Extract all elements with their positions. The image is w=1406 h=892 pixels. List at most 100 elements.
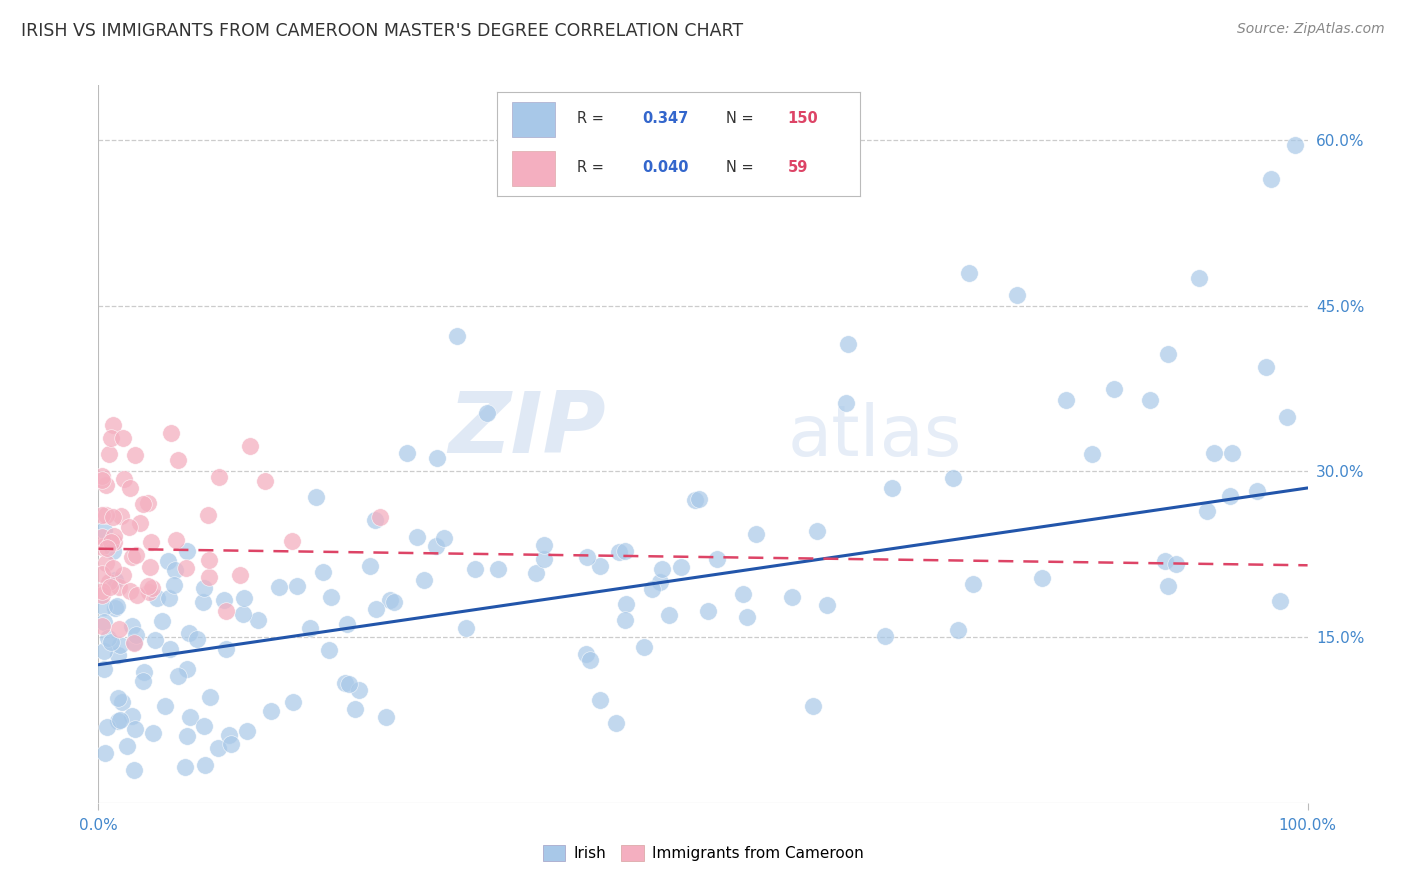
Point — [669, 560, 692, 574]
Point — [344, 702, 367, 716]
Point — [176, 544, 198, 558]
Point — [948, 623, 970, 637]
Point — [141, 581, 163, 595]
Point — [129, 516, 152, 530]
Point — [98, 580, 121, 594]
Point — [589, 558, 612, 573]
Point — [1270, 594, 1292, 608]
Point — [382, 595, 405, 609]
Point — [806, 524, 828, 538]
Point — [104, 574, 127, 588]
Point — [607, 544, 630, 558]
Point — [873, 629, 896, 643]
Point — [121, 709, 143, 723]
Point — [1081, 446, 1104, 460]
Point — [96, 541, 118, 555]
Point — [93, 662, 115, 676]
Point — [364, 602, 387, 616]
Point — [433, 532, 456, 546]
Point — [197, 570, 219, 584]
Point — [475, 406, 498, 420]
Point — [837, 337, 859, 351]
Point — [194, 757, 217, 772]
Point — [1220, 446, 1243, 460]
Point — [94, 746, 117, 760]
Point — [1204, 446, 1226, 460]
Point — [1031, 571, 1053, 585]
Point — [167, 669, 190, 683]
Point — [91, 508, 114, 523]
Point — [97, 447, 120, 461]
Point — [142, 726, 165, 740]
Point — [103, 561, 125, 575]
Point — [174, 760, 197, 774]
Point — [207, 741, 229, 756]
Point — [93, 643, 115, 657]
Point — [105, 599, 128, 613]
Point — [167, 453, 190, 467]
Point — [111, 568, 134, 582]
Point — [413, 573, 436, 587]
Point — [108, 638, 131, 652]
Point — [1256, 360, 1278, 375]
Point — [198, 690, 221, 705]
Point — [212, 592, 235, 607]
Point — [247, 613, 270, 627]
Point — [124, 635, 146, 649]
Point — [363, 513, 385, 527]
Point — [319, 590, 342, 604]
Point — [150, 615, 173, 629]
Point — [456, 621, 478, 635]
Point — [132, 498, 155, 512]
Point — [193, 595, 215, 609]
Point — [94, 477, 117, 491]
Point — [143, 632, 166, 647]
Point — [336, 617, 359, 632]
Point — [110, 509, 132, 524]
Point — [136, 496, 159, 510]
Point — [633, 640, 655, 654]
Point — [486, 562, 509, 576]
Point — [215, 641, 238, 656]
Point — [111, 431, 134, 445]
Point — [176, 729, 198, 743]
Point — [305, 490, 328, 504]
Point — [136, 579, 159, 593]
Point — [108, 713, 131, 727]
Point — [337, 676, 360, 690]
Point — [159, 591, 181, 605]
Point — [141, 535, 163, 549]
Point — [177, 625, 200, 640]
Point — [641, 582, 664, 596]
Point — [1260, 171, 1282, 186]
Point — [233, 591, 256, 606]
Point — [108, 622, 131, 636]
Point — [312, 566, 335, 580]
Point — [107, 714, 129, 728]
Point — [1007, 287, 1029, 301]
Point — [100, 535, 122, 549]
Point — [962, 576, 984, 591]
Point — [138, 584, 160, 599]
Point — [575, 647, 598, 661]
Point — [696, 603, 718, 617]
Legend: Irish, Immigrants from Cameroon: Irish, Immigrants from Cameroon — [537, 838, 869, 867]
Point — [835, 396, 858, 410]
Point — [733, 587, 755, 601]
Point — [605, 716, 627, 731]
Point — [744, 527, 766, 541]
Point — [318, 643, 340, 657]
Point — [236, 724, 259, 739]
Point — [208, 470, 231, 484]
Point — [685, 492, 707, 507]
Point — [132, 665, 155, 679]
Point — [254, 475, 277, 489]
Point — [176, 663, 198, 677]
Point — [658, 608, 681, 623]
Point — [576, 549, 599, 564]
Point — [880, 481, 903, 495]
Point — [368, 510, 391, 524]
Point — [446, 328, 468, 343]
Point — [91, 584, 114, 599]
Point — [91, 469, 114, 483]
